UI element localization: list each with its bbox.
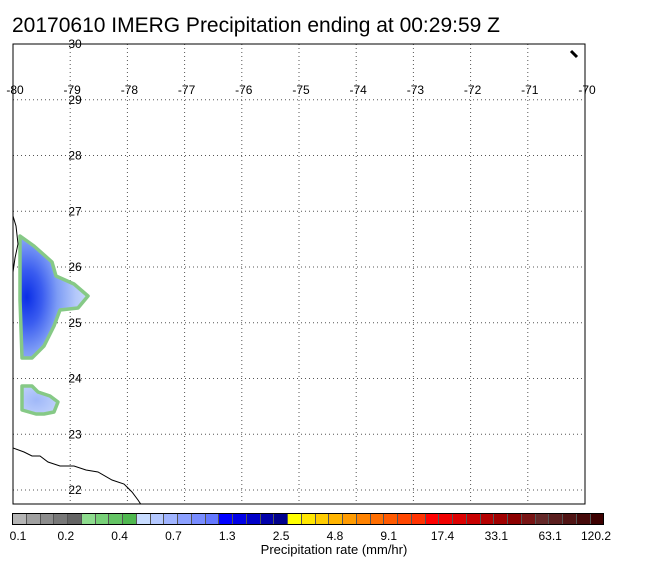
lon-label: -80 — [6, 83, 24, 97]
colorbar-tick-label: 33.1 — [484, 529, 509, 543]
colorbar-swatch — [329, 514, 343, 524]
colorbar-swatch — [535, 514, 550, 524]
lat-label: 22 — [68, 483, 82, 497]
colorbar-swatch — [411, 514, 426, 524]
lat-label: 25 — [68, 316, 82, 330]
lon-label: -72 — [464, 83, 482, 97]
colorbar-swatch — [81, 514, 96, 524]
lon-label: -73 — [407, 83, 425, 97]
colorbar-swatch — [356, 514, 371, 524]
colorbar-swatch — [54, 514, 68, 524]
colorbar-swatch — [425, 514, 440, 524]
colorbar-tick-label: 0.1 — [9, 529, 27, 543]
precipitation-map: -80 -79 -78 -77 -76 -75 -74 -73 -72 -71 -70 30 29 28… — [6, 37, 596, 505]
colorbar-swatch — [150, 514, 165, 524]
colorbar-swatch — [40, 514, 55, 524]
lon-label: -77 — [178, 83, 196, 97]
colorbar-swatch — [398, 514, 412, 524]
colorbar-swatch — [109, 514, 123, 524]
colorbar-swatch — [136, 514, 151, 524]
colorbar-swatch — [301, 514, 316, 524]
colorbar-swatch — [480, 514, 495, 524]
lat-label: 30 — [68, 37, 82, 51]
colorbar-tick-label: 120.2 — [580, 529, 612, 543]
colorbar-label: Precipitation rate (mm/hr) — [260, 542, 408, 557]
colorbar-swatch — [384, 514, 398, 524]
lon-label: -79 — [64, 83, 82, 97]
colorbar-tick-label: 17.4 — [430, 529, 455, 543]
lat-label: 27 — [68, 204, 82, 218]
colorbar-swatch — [466, 514, 481, 524]
lat-label: 28 — [68, 149, 82, 163]
colorbar-swatch — [521, 514, 536, 524]
lon-label: -76 — [235, 83, 253, 97]
colorbar-swatch — [246, 514, 261, 524]
colorbar-tick-label: 0.7 — [165, 529, 182, 543]
colorbar-swatch — [233, 514, 247, 524]
map-title: 20170610 IMERG Precipitation ending at 0… — [12, 14, 500, 37]
colorbar-swatch — [219, 514, 233, 524]
colorbar-swatch — [288, 514, 302, 524]
colorbar-swatch — [563, 514, 577, 524]
corner-marker — [569, 49, 579, 59]
lon-label: -70 — [578, 83, 596, 97]
colorbar-tick-labels: 0.1 0.2 0.4 0.7 1.3 2.5 4.8 9.1 17.4 33.1 63.1 120.… — [9, 529, 611, 545]
colorbar — [12, 513, 604, 525]
colorbar-swatch — [370, 514, 385, 524]
lon-label: -74 — [350, 83, 368, 97]
colorbar-swatch — [13, 514, 27, 524]
lon-label: -75 — [292, 83, 310, 97]
colorbar-swatch — [178, 514, 192, 524]
lat-label: 29 — [68, 93, 82, 107]
colorbar-tick-label: 63.1 — [538, 529, 562, 543]
colorbar-swatch — [549, 514, 563, 524]
colorbar-swatch — [205, 514, 220, 524]
colorbar-swatch — [343, 514, 357, 524]
colorbar-swatch — [123, 514, 137, 524]
coastline-cuba — [13, 447, 142, 504]
longitude-labels: -80 -79 -78 -77 -76 -75 -74 -73 -72 -71 -70 — [6, 83, 596, 97]
colorbar-swatch — [191, 514, 206, 524]
lat-label: 24 — [68, 372, 82, 386]
colorbar-swatch — [26, 514, 41, 524]
plot-frame — [12, 43, 586, 505]
lat-label: 26 — [68, 260, 82, 274]
colorbar-tick-label: 2.5 — [272, 529, 290, 543]
colorbar-swatch — [274, 514, 288, 524]
lon-label: -71 — [521, 83, 539, 97]
precip-area-south — [20, 384, 60, 416]
coastline-florida — [13, 215, 19, 273]
colorbar-swatch — [576, 514, 591, 524]
colorbar-swatch — [68, 514, 82, 524]
lon-label: -78 — [121, 83, 139, 97]
latitude-labels: 30 29 28 27 26 25 24 23 22 — [68, 37, 82, 497]
lat-label: 23 — [68, 427, 82, 441]
colorbar-tick-label: 4.8 — [326, 529, 344, 543]
colorbar-swatch — [95, 514, 110, 524]
precip-area-north — [18, 234, 90, 360]
colorbar-tick-label: 0.2 — [57, 529, 75, 543]
colorbar-swatch — [164, 514, 178, 524]
colorbar-swatch — [315, 514, 330, 524]
colorbar-swatch — [453, 514, 467, 524]
grid-lines — [13, 44, 585, 504]
colorbar-swatch — [494, 514, 508, 524]
colorbar-swatch — [590, 514, 604, 524]
colorbar-tick-label: 9.1 — [380, 529, 398, 543]
colorbar-tick-label: 0.4 — [111, 529, 128, 543]
colorbar-swatch — [508, 514, 522, 524]
colorbar-swatch — [439, 514, 453, 524]
colorbar-swatch — [260, 514, 275, 524]
colorbar-tick-label: 1.3 — [218, 529, 236, 543]
